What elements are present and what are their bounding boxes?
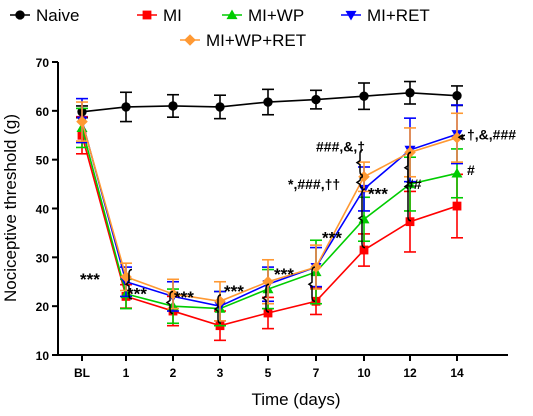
legend-marker bbox=[345, 10, 357, 21]
series-mi-wp-ret bbox=[76, 101, 463, 322]
data-point bbox=[405, 217, 415, 227]
annotation-label: *** bbox=[127, 285, 147, 304]
legend-item: Naive bbox=[10, 6, 79, 25]
bracket bbox=[124, 268, 133, 300]
x-tick-label: 1 bbox=[123, 366, 130, 380]
y-axis-title: Nociceptive threshold (g) bbox=[1, 114, 20, 302]
series-line bbox=[81, 121, 458, 303]
bracket bbox=[165, 290, 174, 315]
y-tick-label: 20 bbox=[36, 300, 50, 314]
y-tick-label: 40 bbox=[36, 203, 50, 217]
x-tick-label: 14 bbox=[450, 366, 464, 380]
data-point bbox=[214, 295, 226, 308]
bracket bbox=[213, 294, 222, 325]
legend-marker bbox=[15, 10, 25, 20]
annotation-label: *** bbox=[322, 228, 342, 247]
annotation-label: *** bbox=[174, 288, 194, 307]
legend-label: MI+WP+RET bbox=[206, 31, 306, 50]
bracket bbox=[307, 266, 316, 303]
y-tick-label: 70 bbox=[36, 56, 50, 70]
bracket bbox=[355, 149, 364, 177]
data-point bbox=[452, 91, 462, 101]
data-point bbox=[451, 167, 463, 178]
annotations: ****** *** *************,###,††###,&,†###†… bbox=[80, 126, 516, 325]
bracket bbox=[457, 133, 466, 141]
annotation-label: *** bbox=[368, 184, 388, 203]
data-point bbox=[358, 170, 370, 183]
y-tick-label: 10 bbox=[36, 349, 50, 363]
x-axis-title: Time (days) bbox=[251, 390, 340, 409]
bracket bbox=[403, 151, 412, 184]
plot-area bbox=[76, 80, 463, 342]
x-tick-label: 12 bbox=[403, 366, 417, 380]
bracket bbox=[355, 176, 364, 189]
data-point bbox=[76, 115, 88, 128]
x-tick-label: 2 bbox=[170, 366, 177, 380]
data-point bbox=[359, 245, 369, 255]
series-naive bbox=[76, 80, 463, 123]
data-point bbox=[451, 131, 463, 144]
series-mi bbox=[76, 115, 463, 342]
annotation-label: *** bbox=[224, 282, 244, 301]
data-point bbox=[121, 102, 131, 112]
data-point bbox=[215, 102, 225, 112]
x-tick-label: BL bbox=[74, 366, 90, 380]
annotation-label: *** bbox=[274, 265, 294, 284]
legend: Naive MI MI+WP MI+RET MI+WP+RET bbox=[10, 6, 430, 50]
legend-item: MI+WP bbox=[222, 6, 304, 25]
annotation-label: *,###,†† bbox=[288, 176, 340, 192]
x-tick-label: 3 bbox=[217, 366, 224, 380]
legend-label: Naive bbox=[36, 6, 79, 25]
legend-item: MI+RET bbox=[341, 6, 430, 25]
annotation-label: †,&,### bbox=[467, 126, 516, 142]
annotation-label: ## bbox=[406, 176, 422, 192]
annotation-label: *** bbox=[80, 270, 100, 289]
x-tick-label: 5 bbox=[265, 366, 272, 380]
y-tick-label: 50 bbox=[36, 154, 50, 168]
data-point bbox=[262, 275, 274, 288]
legend-item: MI bbox=[137, 6, 182, 25]
bracket bbox=[261, 283, 270, 313]
annotation-label: # bbox=[467, 162, 475, 178]
x-tick-label: 10 bbox=[357, 366, 371, 380]
data-point bbox=[452, 201, 462, 211]
data-point bbox=[168, 101, 178, 111]
data-point bbox=[405, 88, 415, 98]
legend-label: MI+WP bbox=[248, 6, 304, 25]
legend-marker bbox=[184, 34, 196, 46]
bracket bbox=[357, 188, 366, 249]
x-tick-label: 7 bbox=[313, 366, 320, 380]
legend-marker bbox=[142, 10, 152, 20]
data-point bbox=[263, 308, 273, 318]
legend-marker bbox=[226, 9, 238, 20]
legend-item: MI+WP+RET bbox=[180, 31, 306, 50]
data-point bbox=[263, 97, 273, 107]
y-tick-label: 60 bbox=[36, 105, 50, 119]
data-point bbox=[311, 94, 321, 105]
data-point bbox=[310, 261, 322, 273]
annotation-label: ###,&,† bbox=[316, 138, 365, 154]
data-point bbox=[359, 91, 369, 101]
legend-label: MI bbox=[163, 6, 182, 25]
y-tick-label: 30 bbox=[36, 251, 50, 265]
legend-label: MI+RET bbox=[367, 6, 430, 25]
